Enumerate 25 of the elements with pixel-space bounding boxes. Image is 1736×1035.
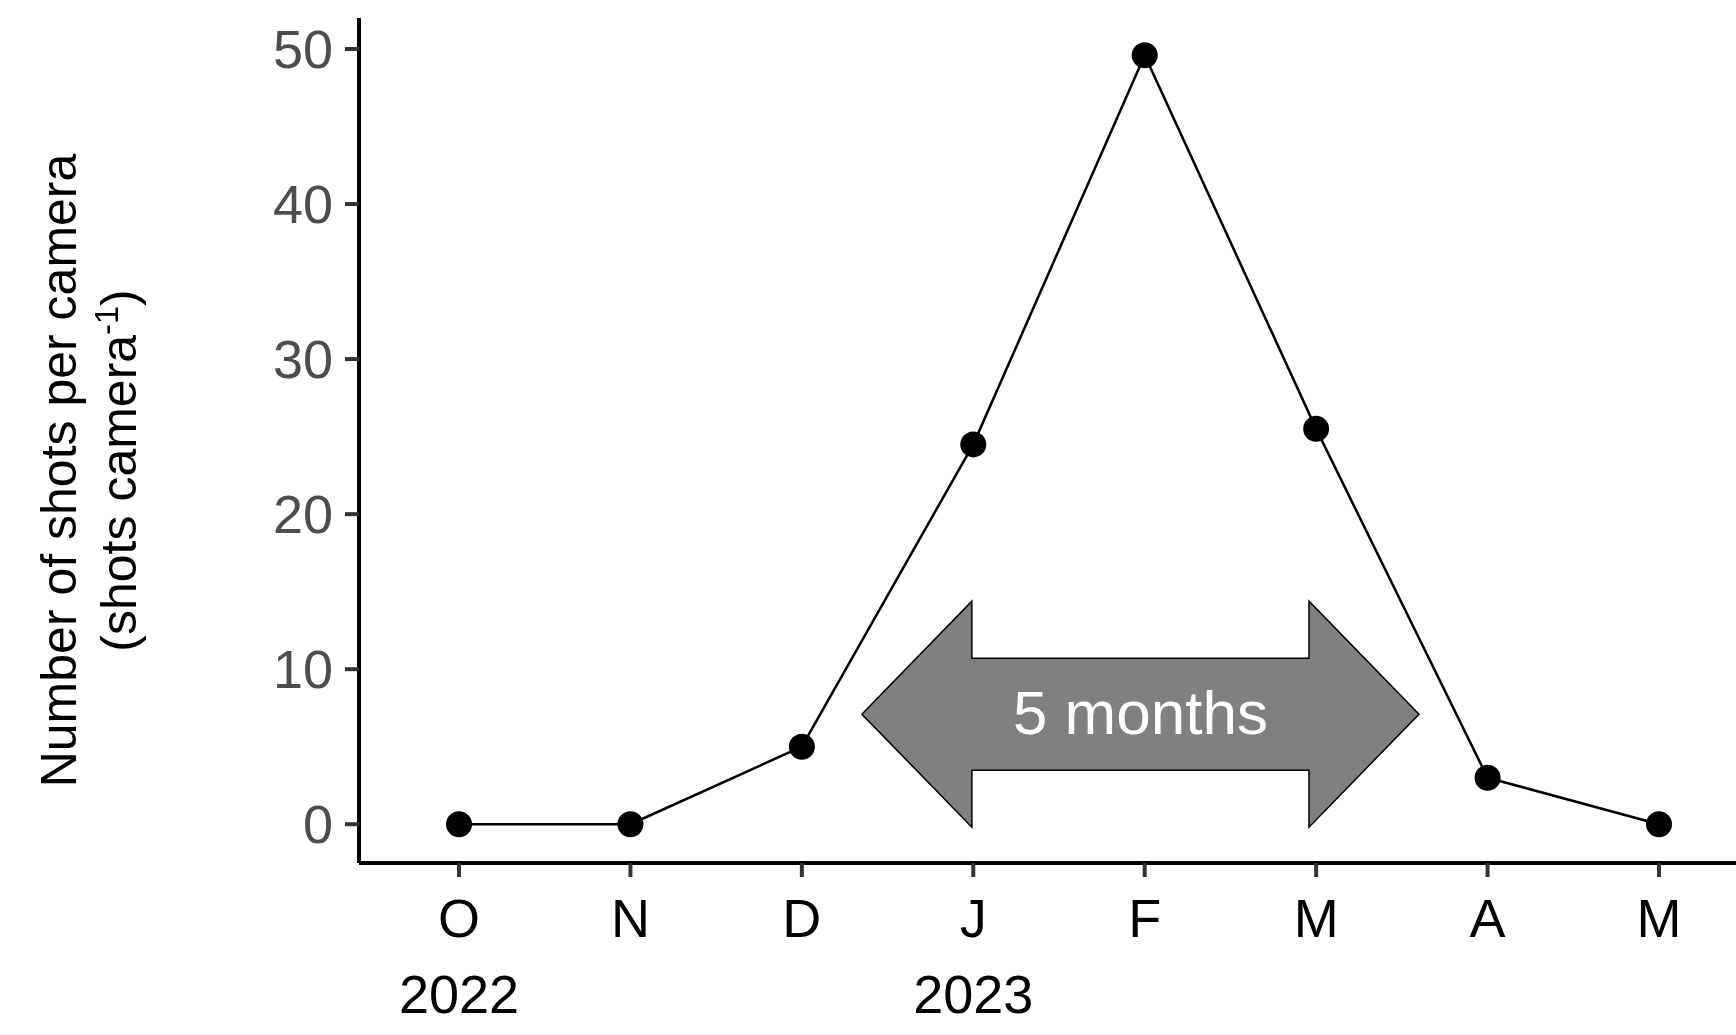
point [788, 733, 815, 760]
point [617, 811, 644, 838]
y-tick-label: 10 [272, 639, 333, 700]
x-tick-label: M [1636, 888, 1682, 948]
annotation: 5 months [1012, 678, 1268, 748]
y-tick-label: 20 [272, 484, 333, 545]
point [446, 811, 472, 838]
x-tick-label: D [782, 888, 822, 948]
x-tick-label: O [437, 888, 481, 948]
x-tick-label: J [959, 888, 987, 948]
y-tick-label: 0 [302, 794, 333, 855]
point [960, 431, 987, 458]
y-tick-label: 50 [272, 19, 333, 80]
point [1474, 764, 1501, 791]
x-tick-label: A [1469, 888, 1506, 948]
x-tick-label: N [610, 888, 650, 948]
text: 2023 [913, 964, 1034, 1024]
y-tick-label: 40 [272, 174, 333, 235]
point [1303, 415, 1330, 442]
point [1131, 42, 1158, 69]
x-tick-label: F [1128, 888, 1162, 948]
y-tick-label: 30 [272, 329, 333, 390]
point [1646, 811, 1672, 838]
x-tick-label: M [1293, 888, 1339, 948]
text: 2022 [398, 964, 520, 1024]
